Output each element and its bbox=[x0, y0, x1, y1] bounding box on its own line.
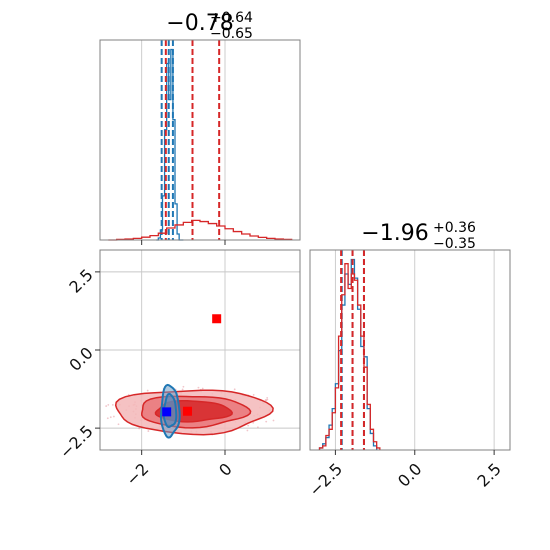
sample-point bbox=[138, 427, 141, 430]
sample-point bbox=[146, 389, 149, 392]
sample-point bbox=[147, 430, 150, 432]
sample-point bbox=[106, 417, 109, 420]
sample-point bbox=[252, 393, 255, 396]
sample-point bbox=[109, 416, 112, 419]
sample-point bbox=[181, 388, 184, 391]
marginal-panel-1: −0.78 +0.64 −0.65 bbox=[99, 10, 301, 245]
title-value: −1.96 bbox=[361, 221, 428, 246]
histogram-series bbox=[318, 263, 381, 450]
panel-frame bbox=[99, 39, 301, 241]
title-value: −0.78 bbox=[166, 11, 233, 36]
point-marker bbox=[162, 407, 172, 417]
sample-point bbox=[233, 388, 236, 391]
sample-point bbox=[247, 424, 250, 427]
title-lower-error: −0.65 bbox=[210, 26, 253, 42]
sample-point bbox=[252, 421, 255, 424]
panel-title: −1.96 bbox=[361, 221, 428, 246]
sample-point bbox=[117, 423, 120, 426]
sample-point bbox=[107, 403, 110, 406]
title-upper-error: +0.64 bbox=[210, 10, 253, 26]
sample-point bbox=[265, 399, 268, 402]
sample-point bbox=[257, 426, 259, 429]
sample-point bbox=[197, 386, 200, 389]
sample-point bbox=[246, 429, 249, 432]
title-upper-error: +0.36 bbox=[433, 220, 476, 236]
point-marker bbox=[183, 406, 192, 416]
title-lower-error: −0.35 bbox=[433, 236, 476, 252]
sample-point bbox=[105, 405, 108, 407]
panel-frame bbox=[309, 249, 511, 451]
sample-point bbox=[272, 419, 275, 422]
sample-point bbox=[201, 387, 204, 390]
point-marker bbox=[212, 314, 222, 324]
sample-point bbox=[112, 415, 115, 418]
sample-point bbox=[111, 403, 114, 406]
sample-point bbox=[266, 397, 269, 399]
panel-title: −0.78 bbox=[166, 11, 233, 36]
histogram-series bbox=[108, 219, 293, 241]
sample-point bbox=[182, 385, 185, 388]
sample-point bbox=[265, 420, 268, 423]
